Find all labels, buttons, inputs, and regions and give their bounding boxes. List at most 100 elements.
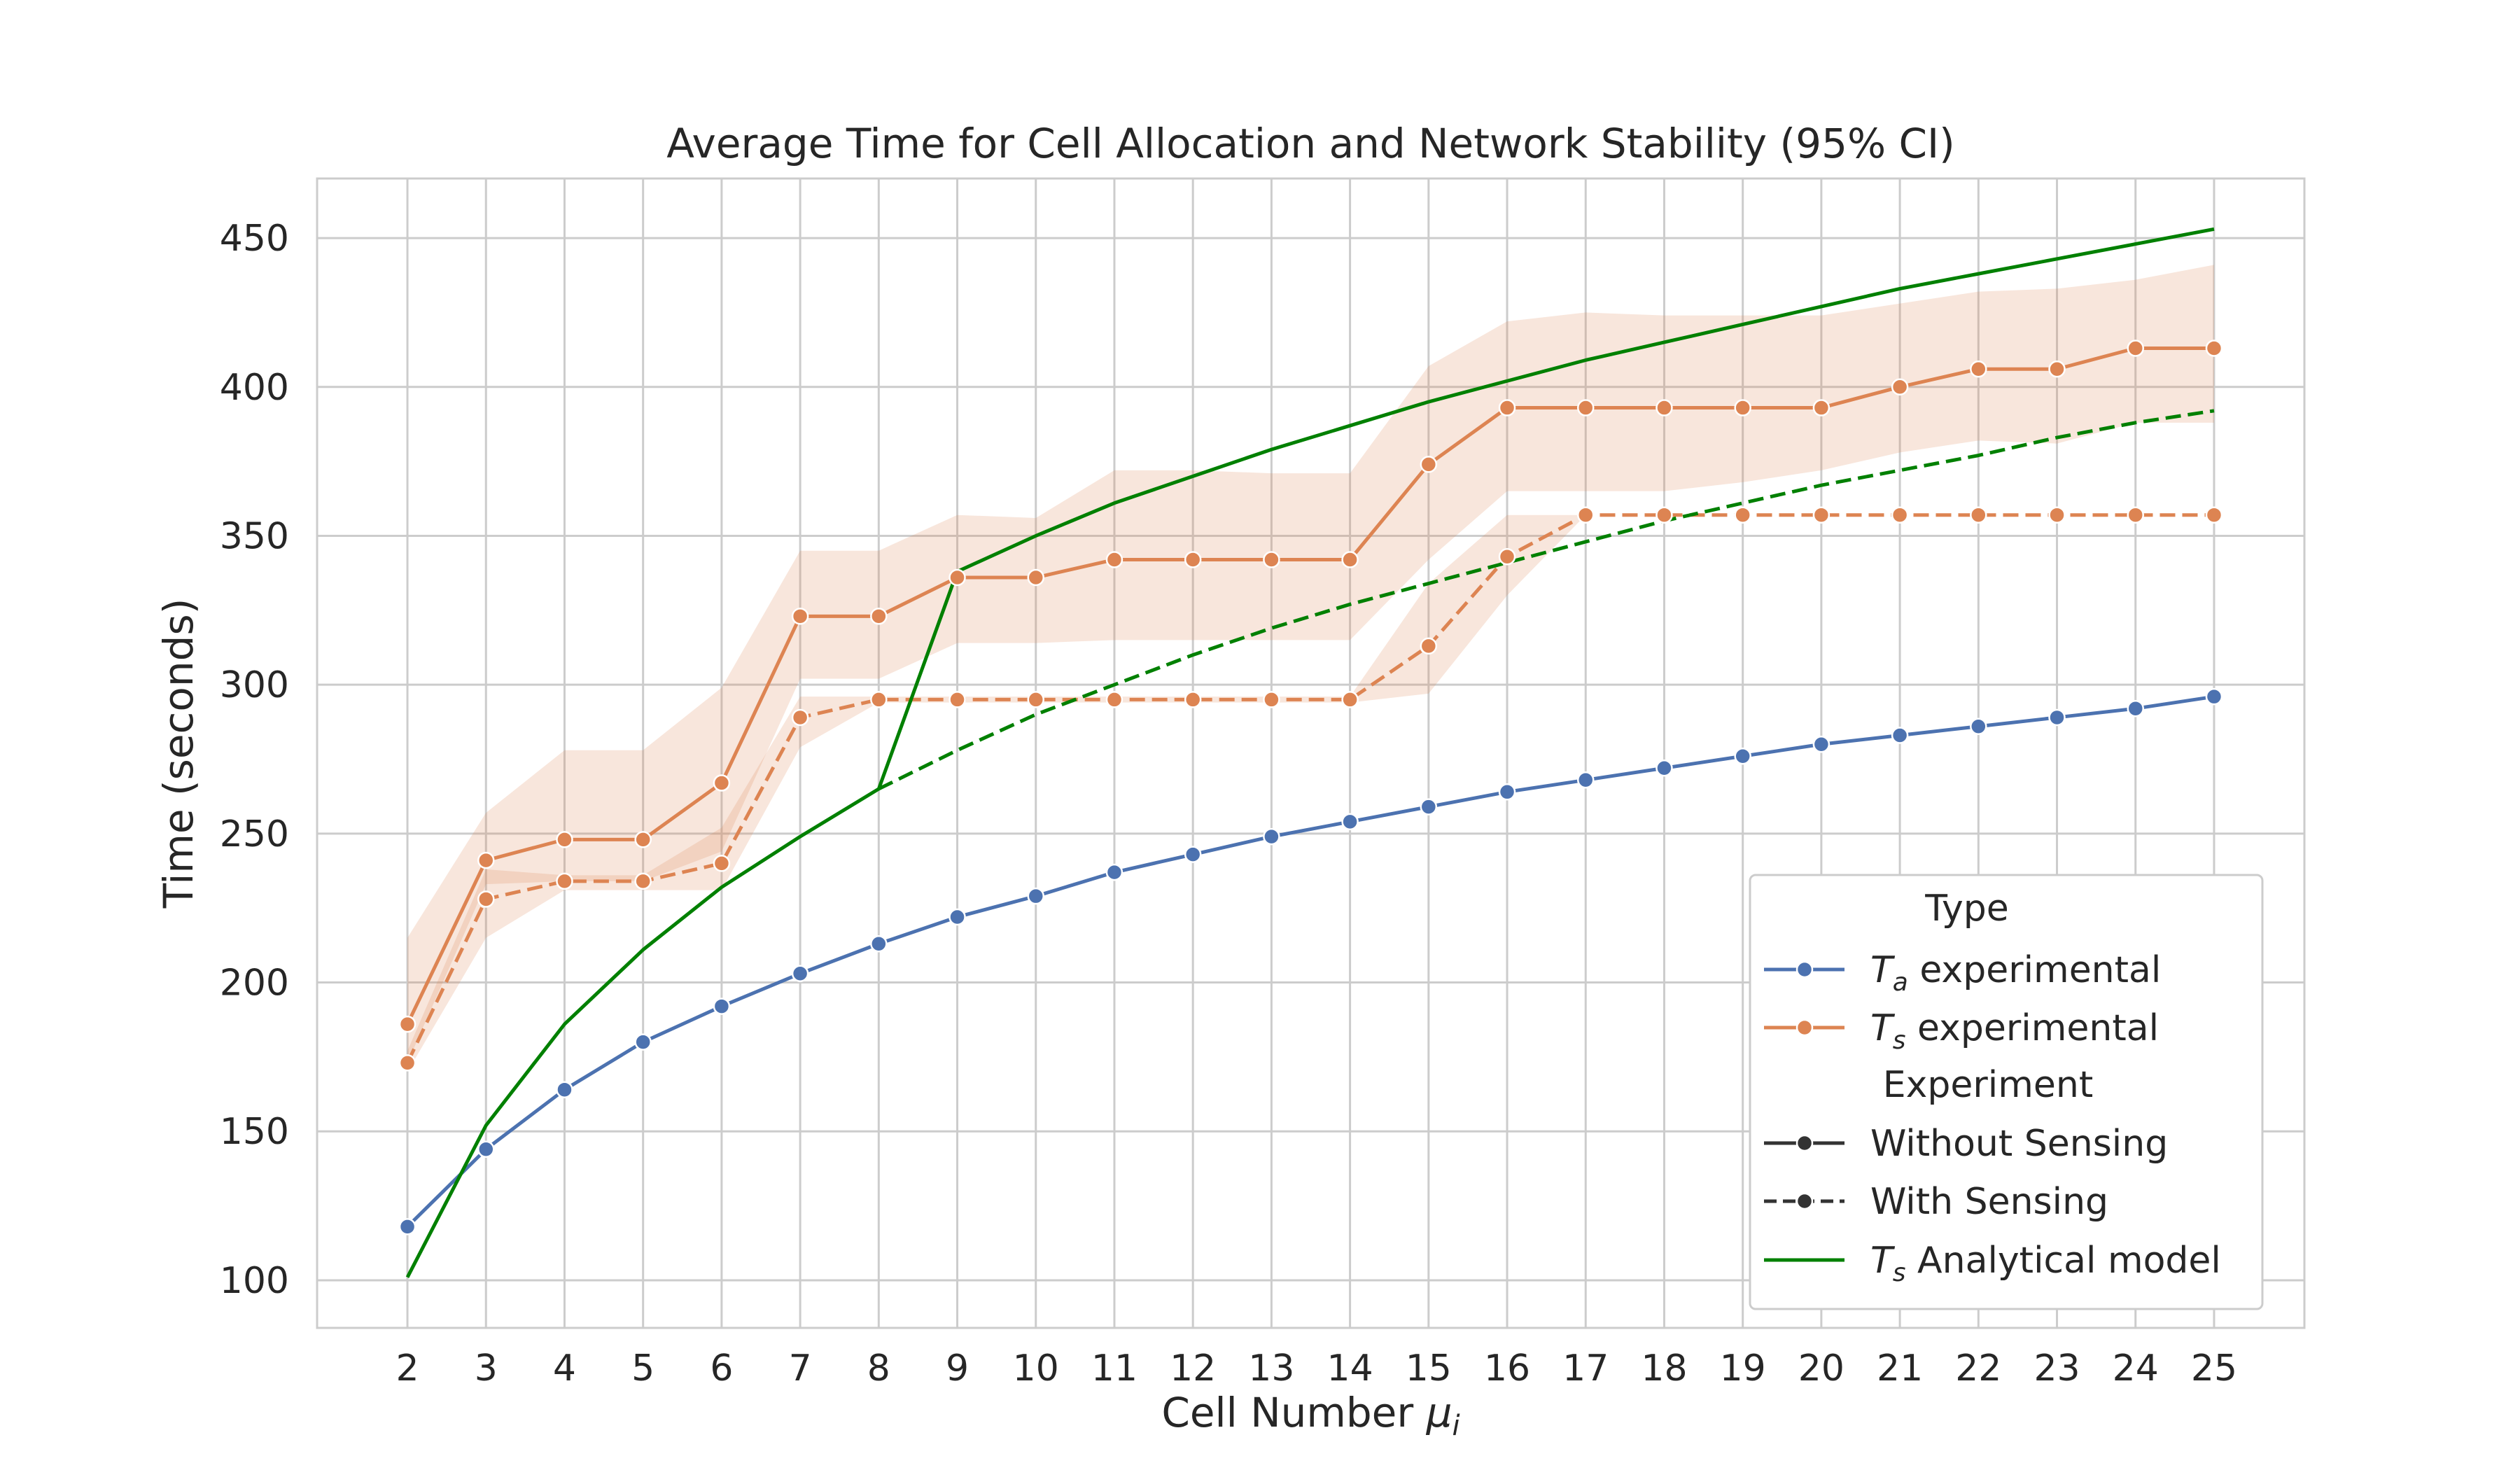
data-point-ts_with: [1812, 506, 1830, 524]
data-point-ta_without: [1105, 863, 1124, 881]
data-point-ta_without: [713, 997, 731, 1015]
data-point-ts_without: [1105, 551, 1124, 568]
data-point-ts_without: [477, 851, 495, 869]
data-point-ts_without: [398, 1015, 416, 1033]
legend-box: [1749, 874, 2264, 1310]
data-point-ta_without: [477, 1140, 495, 1158]
series-line-analytical_with: [878, 409, 2215, 791]
series-line-ts_with: [405, 513, 2214, 1064]
data-point-ts_with: [477, 890, 495, 908]
y-tick-label: 450: [220, 218, 289, 260]
data-point-ta_without: [634, 1033, 652, 1051]
data-point-ts_without: [1420, 456, 1438, 473]
data-point-ts_with: [713, 855, 731, 872]
data-point-ts_without: [2127, 340, 2144, 357]
x-tick-label: 21: [1877, 1348, 1923, 1390]
data-point-ta_without: [1027, 887, 1045, 905]
data-point-ts_with: [1263, 691, 1280, 708]
legend-swatch-marker: [1795, 1192, 1814, 1210]
x-tick-label: 22: [1955, 1348, 2001, 1390]
data-point-ts_with: [948, 691, 966, 708]
legend-swatch-marker: [1795, 1134, 1814, 1152]
plot-frame: [316, 177, 2306, 1329]
x-axis-label: Cell Number μi: [1161, 1389, 1460, 1442]
legend-label: Ta experimental: [1870, 949, 2161, 997]
data-point-ta_without: [1891, 727, 1909, 744]
data-point-ts_without: [1970, 360, 1987, 378]
data-point-ts_without: [713, 774, 731, 792]
series-markers: [398, 340, 2223, 1236]
x-axis-label-symbol: μ: [1426, 1389, 1452, 1436]
y-tick-label: 100: [220, 1260, 289, 1302]
x-axis-label-text: Cell Number: [1161, 1389, 1426, 1436]
legend-swatch-marker: [1795, 1018, 1814, 1037]
x-tick-label: 5: [631, 1348, 654, 1390]
x-tick-label: 17: [1562, 1348, 1609, 1390]
data-point-ta_without: [1576, 771, 1595, 789]
data-point-ts_with: [1420, 637, 1438, 655]
x-tick-label: 4: [553, 1348, 576, 1390]
legend-swatch-marker: [1795, 960, 1814, 979]
data-point-ts_with: [1970, 506, 1987, 524]
series-line-analytical_without: [405, 227, 2215, 1278]
tick-labels: 2 3 4 5 6 7 8 9 10 11 12 13 14 15 16 17 18 19 20 21 22 23 24 25…: [220, 218, 2237, 1390]
ci-band-ts_without: [407, 265, 2214, 1063]
y-tick-label: 150: [220, 1111, 289, 1153]
x-tick-label: 25: [2191, 1348, 2237, 1390]
legend-entry-analytical: Ts Analytical model: [1764, 1240, 2221, 1287]
data-point-ta_without: [791, 965, 809, 983]
data-point-ts_with: [556, 872, 573, 890]
data-point-ts_without: [1812, 399, 1830, 416]
y-tick-label: 200: [220, 962, 289, 1004]
data-point-ta_without: [1341, 813, 1359, 831]
x-axis-label-subscript: i: [1452, 1410, 1460, 1442]
grid: [317, 178, 2304, 1328]
legend-title-experiment: Experiment: [1883, 1064, 2093, 1106]
legend-entry-without: Without Sensing: [1764, 1123, 2168, 1165]
x-tick-label: 3: [475, 1348, 498, 1390]
x-tick-label: 12: [1170, 1348, 1216, 1390]
legend-label: Ts Analytical model: [1870, 1240, 2221, 1287]
x-tick-label: 18: [1641, 1348, 1687, 1390]
legend-label: Ts experimental: [1870, 1007, 2159, 1055]
data-point-ta_without: [870, 934, 888, 953]
data-point-ts_with: [2205, 506, 2223, 524]
ci-band-ts_with: [407, 514, 2214, 1072]
data-point-ts_with: [1576, 506, 1595, 524]
y-tick-label: 350: [220, 515, 289, 557]
data-point-ts_with: [1184, 691, 1202, 708]
data-point-ta_without: [2127, 699, 2144, 718]
data-point-ta_without: [1970, 718, 1987, 735]
x-tick-label: 13: [1248, 1348, 1294, 1390]
data-point-ta_without: [1734, 748, 1751, 765]
data-point-ts_with: [634, 872, 652, 890]
x-tick-label: 14: [1327, 1348, 1373, 1390]
x-tick-label: 2: [396, 1348, 419, 1390]
data-point-ts_with: [2127, 506, 2144, 524]
legend-entry-with: With Sensing: [1764, 1181, 2108, 1223]
data-point-ta_without: [1263, 827, 1280, 846]
data-point-ts_without: [1576, 399, 1595, 416]
confidence-bands: [407, 265, 2214, 1072]
data-point-ts_without: [1656, 399, 1673, 416]
y-axis-label: Time (seconds): [155, 598, 202, 909]
x-tick-label: 6: [710, 1348, 733, 1390]
data-point-ta_without: [556, 1081, 573, 1098]
legend: Type Experiment Ta experimental Ts experi…: [1749, 874, 2264, 1310]
data-point-ts_with: [1341, 691, 1359, 708]
data-point-ta_without: [2205, 687, 2223, 706]
data-point-ts_with: [870, 691, 888, 708]
data-point-ts_without: [1184, 551, 1202, 568]
data-point-ts_without: [634, 831, 652, 848]
series-line-ta_without: [406, 694, 2215, 1228]
data-point-ts_without: [1734, 399, 1751, 416]
data-point-ts_without: [2205, 340, 2223, 357]
x-tick-label: 24: [2113, 1348, 2159, 1390]
data-point-ts_without: [948, 568, 966, 587]
data-point-ts_with: [1656, 506, 1673, 524]
legend-label: With Sensing: [1870, 1181, 2108, 1223]
data-point-ts_with: [1734, 506, 1751, 524]
data-point-ts_without: [791, 608, 809, 625]
data-point-ts_with: [1027, 691, 1045, 708]
